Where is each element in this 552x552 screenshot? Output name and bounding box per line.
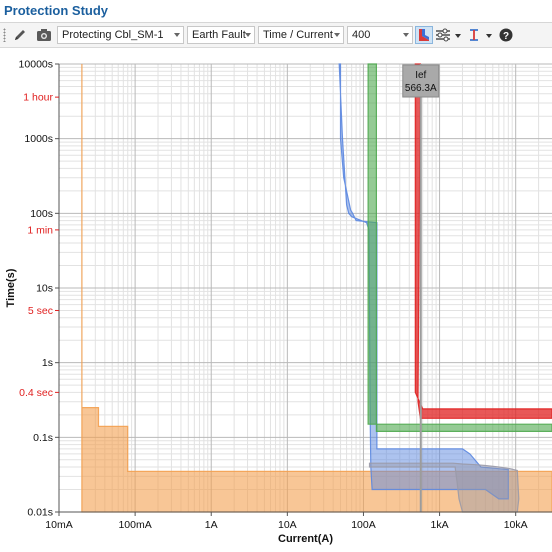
toolbar: Protecting Cbl_SM-1 Earth Fault Time / C… <box>0 23 552 48</box>
cursor-label-box <box>402 64 440 98</box>
cursor-button[interactable] <box>465 26 483 44</box>
x-axis-label: Current(A) <box>278 533 333 545</box>
cursor-label: Ief <box>415 70 426 81</box>
cursor-value: 566.3A <box>405 83 437 94</box>
window-title: Protection Study <box>4 3 109 18</box>
camera-icon[interactable] <box>35 26 53 44</box>
curve-style-icon <box>419 29 429 41</box>
voltage-value: 400 <box>352 29 371 41</box>
y-tick-label: 100s <box>30 208 53 220</box>
time-marker-label: 5 sec <box>28 305 53 317</box>
y-tick-label: 1000s <box>24 133 53 145</box>
chevron-down-icon <box>245 33 251 37</box>
time-marker-label: 0.4 sec <box>19 387 53 399</box>
settings-sliders-icon <box>436 28 450 42</box>
chart-cursor[interactable]: Ief 566.3A <box>402 64 440 512</box>
chevron-down-icon <box>334 33 340 37</box>
title-bar: Protection Study <box>0 0 552 23</box>
x-tick-label: 10mA <box>45 519 72 531</box>
fault-type-value: Earth Fault <box>192 29 246 41</box>
y-tick-label: 10000s <box>19 59 53 71</box>
fault-type-select[interactable]: Earth Fault <box>187 26 255 44</box>
pencil-icon[interactable] <box>11 26 29 44</box>
device-select[interactable]: Protecting Cbl_SM-1 <box>57 26 184 44</box>
x-tick-label: 1A <box>205 519 218 531</box>
protection-curve-2 <box>367 63 552 432</box>
y-tick-label: 1s <box>42 357 53 369</box>
x-tick-label: 100mA <box>118 519 151 531</box>
settings-dropdown-arrow[interactable] <box>455 34 461 38</box>
plot-type-select[interactable]: Time / Current <box>258 26 344 44</box>
x-tick-label: 100A <box>351 519 376 531</box>
protection-curve-4 <box>368 462 520 513</box>
drag-grip-icon[interactable] <box>3 28 6 42</box>
y-tick-label: 0.01s <box>27 507 53 519</box>
help-icon: ? <box>499 28 513 42</box>
chart-grid <box>58 63 552 513</box>
y-axis-label: Time(s) <box>5 268 17 307</box>
x-tick-label: 10kA <box>504 519 528 531</box>
protection-curve-3 <box>414 63 552 419</box>
cursor-dropdown-arrow[interactable] <box>486 34 492 38</box>
plot-type-value: Time / Current <box>263 29 333 41</box>
y-tick-label: 0.1s <box>33 432 53 444</box>
help-button[interactable]: ? <box>497 26 515 44</box>
curve-style-button[interactable] <box>415 26 433 44</box>
settings-button[interactable] <box>434 26 452 44</box>
device-select-value: Protecting Cbl_SM-1 <box>62 29 164 41</box>
time-marker-label: 1 hour <box>23 92 53 104</box>
y-tick-label: 10s <box>36 283 53 295</box>
chevron-down-icon <box>174 33 180 37</box>
x-tick-label: 10A <box>278 519 297 531</box>
chart-axes: 10000s 1000s 100s 10s 1s 0.1s 0.01s 1 hour 1 min… <box>5 59 552 545</box>
svg-text:?: ? <box>503 31 509 42</box>
chevron-down-icon <box>403 33 409 37</box>
x-tick-label: 1kA <box>431 519 449 531</box>
cursor-marker-icon <box>470 29 478 41</box>
voltage-select[interactable]: 400 <box>347 26 413 44</box>
time-marker-label: 1 min <box>27 224 53 236</box>
